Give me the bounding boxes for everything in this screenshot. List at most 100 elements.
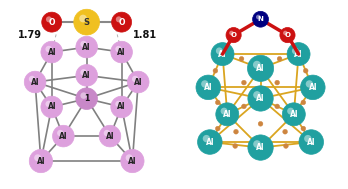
Circle shape bbox=[275, 104, 279, 109]
Circle shape bbox=[248, 86, 273, 111]
Circle shape bbox=[41, 96, 63, 118]
Text: Al: Al bbox=[59, 132, 68, 141]
Circle shape bbox=[301, 75, 325, 100]
Circle shape bbox=[226, 27, 241, 43]
Text: Al: Al bbox=[256, 94, 265, 103]
Circle shape bbox=[76, 88, 97, 109]
Circle shape bbox=[213, 68, 218, 73]
Circle shape bbox=[46, 16, 52, 22]
Circle shape bbox=[242, 80, 246, 85]
Text: O: O bbox=[284, 32, 291, 38]
Circle shape bbox=[127, 71, 149, 93]
Circle shape bbox=[253, 91, 261, 99]
Text: Al: Al bbox=[218, 50, 227, 59]
Text: Al: Al bbox=[206, 138, 214, 146]
Text: S: S bbox=[84, 18, 90, 27]
Circle shape bbox=[215, 100, 220, 105]
Circle shape bbox=[112, 12, 132, 32]
Circle shape bbox=[115, 101, 122, 107]
Circle shape bbox=[34, 154, 41, 161]
Circle shape bbox=[287, 43, 310, 66]
Circle shape bbox=[280, 27, 295, 43]
Text: Al: Al bbox=[106, 132, 114, 141]
Circle shape bbox=[29, 149, 53, 173]
Text: N: N bbox=[258, 16, 263, 22]
Circle shape bbox=[253, 140, 261, 148]
Circle shape bbox=[216, 47, 223, 54]
Circle shape bbox=[196, 75, 221, 100]
Text: Al: Al bbox=[82, 71, 91, 80]
Circle shape bbox=[74, 9, 100, 35]
Circle shape bbox=[79, 15, 87, 22]
Text: 1: 1 bbox=[84, 94, 89, 103]
Circle shape bbox=[99, 125, 121, 147]
Circle shape bbox=[277, 57, 282, 61]
Circle shape bbox=[41, 41, 63, 63]
Circle shape bbox=[24, 71, 46, 93]
Text: Al: Al bbox=[309, 83, 317, 92]
Circle shape bbox=[111, 41, 132, 63]
Circle shape bbox=[116, 16, 122, 22]
Circle shape bbox=[248, 135, 273, 160]
Circle shape bbox=[283, 31, 288, 35]
Circle shape bbox=[275, 80, 279, 85]
Circle shape bbox=[292, 47, 299, 54]
Circle shape bbox=[111, 96, 132, 118]
Text: Al: Al bbox=[82, 43, 91, 52]
Text: Al: Al bbox=[134, 77, 142, 87]
Circle shape bbox=[306, 80, 313, 88]
Circle shape bbox=[126, 154, 133, 161]
Circle shape bbox=[233, 144, 238, 148]
Circle shape bbox=[256, 15, 261, 19]
Circle shape bbox=[282, 103, 305, 126]
Circle shape bbox=[201, 80, 208, 88]
Circle shape bbox=[229, 31, 234, 35]
Circle shape bbox=[115, 46, 122, 52]
Circle shape bbox=[42, 12, 62, 32]
Circle shape bbox=[258, 122, 263, 126]
Circle shape bbox=[76, 36, 97, 58]
Circle shape bbox=[234, 129, 238, 134]
Circle shape bbox=[29, 76, 35, 82]
Circle shape bbox=[53, 125, 74, 147]
Text: Al: Al bbox=[47, 102, 56, 112]
Text: O: O bbox=[231, 32, 237, 38]
Text: Al: Al bbox=[47, 48, 56, 57]
Text: Al: Al bbox=[256, 143, 265, 152]
Circle shape bbox=[301, 126, 306, 131]
Circle shape bbox=[287, 108, 294, 115]
Text: Al: Al bbox=[223, 110, 231, 119]
Text: Al: Al bbox=[31, 77, 39, 87]
Text: Al: Al bbox=[290, 110, 298, 119]
Text: Al: Al bbox=[204, 83, 213, 92]
Circle shape bbox=[239, 57, 244, 61]
Circle shape bbox=[247, 55, 274, 81]
Text: Al: Al bbox=[307, 138, 316, 146]
Circle shape bbox=[80, 41, 87, 47]
Circle shape bbox=[253, 61, 261, 69]
Circle shape bbox=[303, 68, 308, 73]
Circle shape bbox=[104, 130, 110, 136]
Text: Al: Al bbox=[117, 48, 126, 57]
Circle shape bbox=[121, 149, 144, 173]
Text: Al: Al bbox=[37, 156, 45, 166]
Circle shape bbox=[198, 130, 222, 154]
Text: Al: Al bbox=[117, 102, 126, 112]
Circle shape bbox=[253, 11, 268, 27]
Circle shape bbox=[216, 103, 239, 126]
Text: Al: Al bbox=[128, 156, 137, 166]
Circle shape bbox=[304, 135, 311, 142]
Circle shape bbox=[76, 65, 97, 86]
Circle shape bbox=[301, 100, 306, 105]
Circle shape bbox=[46, 46, 52, 52]
Text: 1.79: 1.79 bbox=[18, 30, 42, 40]
Circle shape bbox=[132, 76, 139, 82]
Circle shape bbox=[46, 101, 52, 107]
Circle shape bbox=[211, 43, 234, 66]
Circle shape bbox=[221, 108, 228, 115]
Text: O: O bbox=[48, 18, 55, 27]
Text: Al: Al bbox=[294, 50, 303, 59]
Circle shape bbox=[80, 69, 87, 76]
Text: Al: Al bbox=[256, 64, 265, 73]
Circle shape bbox=[242, 104, 246, 109]
